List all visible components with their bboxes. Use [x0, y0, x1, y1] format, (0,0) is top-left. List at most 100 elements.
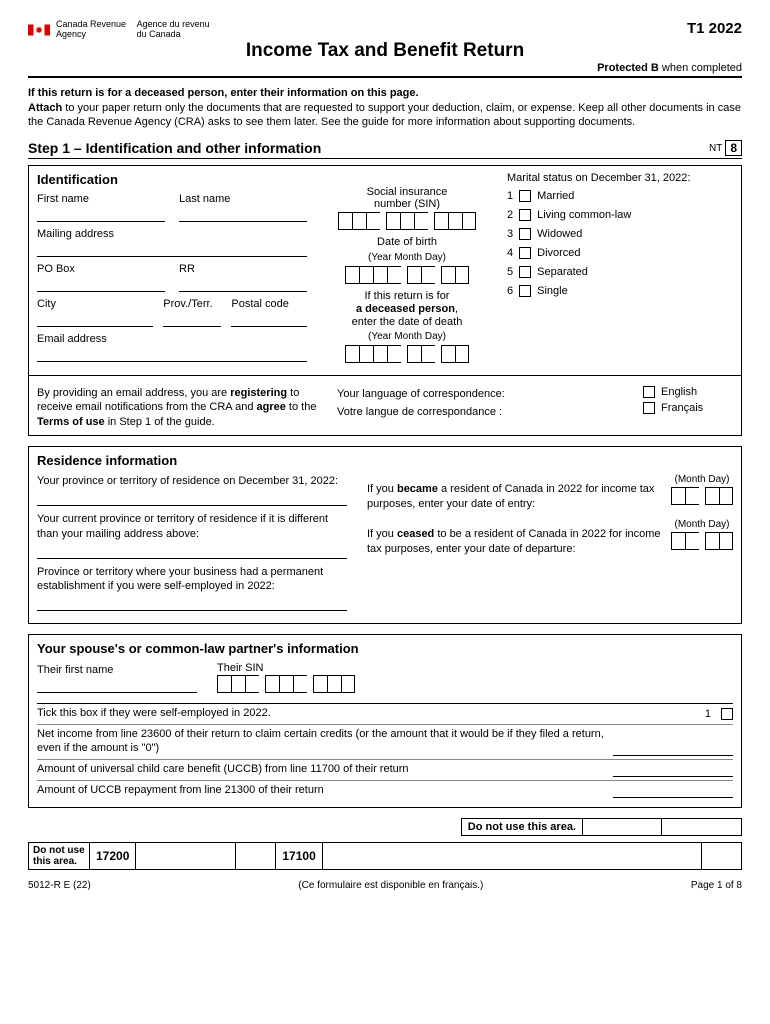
- sin-field[interactable]: [317, 212, 497, 230]
- identification-section: Identification First name Last name Mail…: [28, 165, 742, 436]
- marital-checkbox-2[interactable]: [519, 209, 531, 221]
- bottom-codes: Do not usethis area. 17200 17100: [28, 842, 742, 870]
- code-17200-field[interactable]: [136, 842, 236, 870]
- spouse-section: Your spouse's or common-law partner's in…: [28, 634, 742, 807]
- spouse-sin-field[interactable]: [217, 675, 355, 693]
- identification-heading: Identification: [37, 172, 307, 187]
- dont-use-cell-2: [662, 818, 742, 836]
- marital-option-1: 1Married: [507, 190, 733, 202]
- marital-checkbox-4[interactable]: [519, 247, 531, 259]
- death-date-field[interactable]: [317, 345, 497, 363]
- residence-q3-field[interactable]: [37, 595, 347, 611]
- departure-date-field[interactable]: [671, 532, 733, 550]
- marital-label-2: Living common-law: [537, 209, 631, 221]
- spouse-self-employed-text: Tick this box if they were self-employed…: [37, 707, 699, 721]
- spouse-uccb-field[interactable]: [613, 763, 733, 777]
- spouse-uccb-repay-text: Amount of UCCB repayment from line 21300…: [37, 784, 607, 798]
- marital-label-5: Separated: [537, 266, 588, 278]
- form-id: 5012-R E (22): [28, 880, 91, 891]
- code-17200: 17200: [90, 842, 136, 870]
- code-17200-field2[interactable]: [236, 842, 276, 870]
- departure-date-label: (Month Day): [671, 519, 733, 530]
- spouse-self-employed-checkbox[interactable]: [721, 708, 733, 720]
- residence-q2-field[interactable]: [37, 543, 347, 559]
- dob-label: Date of birth: [317, 236, 497, 249]
- po-label: PO Box: [37, 263, 165, 275]
- dob-field[interactable]: [317, 266, 497, 284]
- marital-checkbox-3[interactable]: [519, 228, 531, 240]
- lang-french-label: Français: [661, 402, 703, 414]
- marital-checkbox-6[interactable]: [519, 285, 531, 297]
- dont-use-label-right: Do not use this area.: [461, 818, 582, 836]
- marital-option-5: 5Separated: [507, 266, 733, 278]
- dob-format: (Year Month Day): [317, 252, 497, 264]
- email-field[interactable]: [37, 346, 307, 362]
- spouse-uccb-repay-field[interactable]: [613, 784, 733, 798]
- email-label: Email address: [37, 333, 307, 345]
- page-number: Page 1 of 8: [691, 880, 742, 891]
- marital-option-3: 3Widowed: [507, 228, 733, 240]
- code-17100-field[interactable]: [323, 842, 702, 870]
- canada-flag-icon: [28, 24, 50, 36]
- city-field[interactable]: [37, 311, 153, 327]
- marital-label-3: Widowed: [537, 228, 582, 240]
- form-code: T1 2022: [687, 20, 742, 37]
- email-disclaimer: By providing an email address, you are r…: [37, 386, 337, 429]
- first-name-label: First name: [37, 193, 165, 205]
- entry-date-label: (Month Day): [671, 474, 733, 485]
- spouse-first-name-label: Their first name: [37, 664, 197, 676]
- marital-option-4: 4Divorced: [507, 247, 733, 259]
- page-title: Income Tax and Benefit Return: [28, 40, 742, 62]
- marital-label-6: Single: [537, 285, 568, 297]
- spouse-net-income-field[interactable]: [613, 742, 733, 756]
- dont-use-right: Do not use this area.: [28, 818, 742, 836]
- first-name-field[interactable]: [37, 206, 165, 222]
- agency-logo: Canada RevenueAgency Agence du revenudu …: [28, 20, 210, 40]
- spouse-heading: Your spouse's or common-law partner's in…: [37, 641, 733, 656]
- prov-label: Prov./Terr.: [163, 298, 221, 310]
- spouse-uccb-text: Amount of universal child care benefit (…: [37, 763, 607, 777]
- deceased-note: If this return is for a deceased person,…: [317, 290, 497, 330]
- residence-q1-field[interactable]: [37, 490, 347, 506]
- mailing-label: Mailing address: [37, 228, 307, 240]
- tick-num: 1: [705, 708, 711, 720]
- postal-field[interactable]: [231, 311, 307, 327]
- spouse-sin-label: Their SIN: [217, 662, 355, 674]
- marital-label-1: Married: [537, 190, 574, 202]
- postal-label: Postal code: [231, 298, 307, 310]
- spouse-first-name-field[interactable]: [37, 677, 197, 693]
- header: Canada RevenueAgency Agence du revenudu …: [28, 20, 742, 40]
- prov-field[interactable]: [163, 311, 221, 327]
- french-note: (Ce formulaire est disponible en françai…: [298, 880, 483, 891]
- po-field[interactable]: [37, 276, 165, 292]
- death-format: (Year Month Day): [317, 331, 497, 343]
- last-name-field[interactable]: [179, 206, 307, 222]
- dont-use-cell-1: [582, 818, 662, 836]
- residence-section: Residence information Your province or t…: [28, 446, 742, 624]
- lang-english-checkbox[interactable]: [643, 386, 655, 398]
- code-17100: 17100: [276, 842, 322, 870]
- last-name-label: Last name: [179, 193, 307, 205]
- sin-label: Social insurancenumber (SIN): [317, 186, 497, 210]
- step1-heading: Step 1 – Identification and other inform…: [28, 140, 742, 159]
- marital-option-6: 6Single: [507, 285, 733, 297]
- ceased-resident-text: If you ceased to be a resident of Canada…: [367, 527, 663, 556]
- spouse-net-income-text: Net income from line 23600 of their retu…: [37, 728, 607, 756]
- marital-label: Marital status on December 31, 2022:: [507, 172, 733, 184]
- city-label: City: [37, 298, 153, 310]
- marital-checkbox-5[interactable]: [519, 266, 531, 278]
- marital-label-4: Divorced: [537, 247, 580, 259]
- residence-heading: Residence information: [37, 453, 733, 468]
- entry-date-field[interactable]: [671, 487, 733, 505]
- nt-box: 8: [725, 140, 742, 156]
- footer: 5012-R E (22) (Ce formulaire est disponi…: [28, 880, 742, 891]
- mailing-field[interactable]: [37, 241, 307, 257]
- marital-checkbox-1[interactable]: [519, 190, 531, 202]
- residence-q1: Your province or territory of residence …: [37, 474, 347, 488]
- lang-french-checkbox[interactable]: [643, 402, 655, 414]
- dont-use-label-left: Do not usethis area.: [28, 842, 90, 870]
- residence-q2: Your current province or territory of re…: [37, 512, 347, 541]
- became-resident-text: If you became a resident of Canada in 20…: [367, 482, 663, 511]
- code-17100-field2[interactable]: [702, 842, 742, 870]
- rr-field[interactable]: [179, 276, 307, 292]
